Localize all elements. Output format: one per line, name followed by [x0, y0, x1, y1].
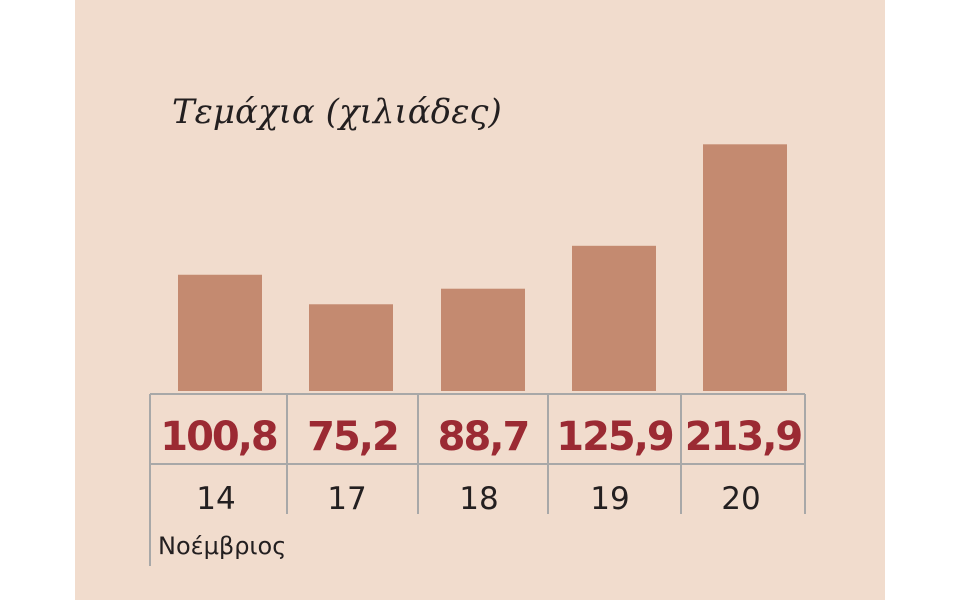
category-label-14: 14: [196, 481, 235, 517]
category-label-20: 20: [721, 481, 760, 517]
bar-19: [572, 245, 656, 391]
value-label-18: 88,7: [438, 414, 529, 460]
chart-title: Τεμάχια (χιλιάδες): [172, 92, 502, 132]
category-label-19: 19: [590, 481, 629, 517]
bar-18: [441, 288, 525, 391]
value-label-14: 100,8: [160, 414, 277, 460]
category-label-17: 17: [327, 481, 366, 517]
bar-20: [703, 144, 787, 391]
bar-14: [178, 274, 262, 391]
value-label-19: 125,9: [556, 414, 673, 460]
value-label-17: 75,2: [307, 414, 398, 460]
bar-17: [309, 304, 393, 391]
value-label-20: 213,9: [685, 414, 802, 460]
x-axis-label: Νοέμβριος: [158, 532, 287, 560]
category-label-18: 18: [459, 481, 498, 517]
